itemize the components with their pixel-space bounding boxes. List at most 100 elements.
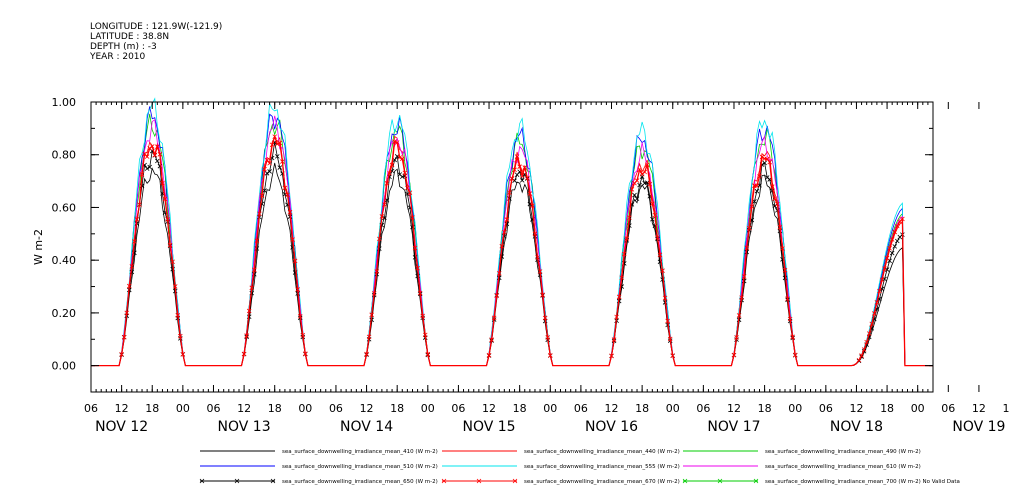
series-marker [864, 339, 869, 345]
series-marker [650, 216, 655, 222]
series-marker [872, 311, 877, 316]
series-marker [507, 190, 512, 195]
y-tick-label: 0.80 [52, 149, 77, 162]
series-marker [144, 154, 150, 159]
series-marker [374, 269, 380, 274]
series-marker [900, 216, 905, 222]
series-marker [764, 175, 770, 180]
x-tick-label: 18 [513, 402, 527, 415]
x-day-label: NOV 12 [95, 419, 148, 435]
series-marker [736, 313, 742, 318]
series-marker [405, 185, 410, 191]
series-marker [160, 180, 165, 186]
series-marker [152, 152, 158, 158]
series-marker [655, 235, 660, 240]
series-marker [147, 145, 152, 151]
series-marker [272, 134, 277, 139]
legend-label: sea_surface_downwelling_irradiance_mean_… [765, 449, 921, 455]
series-marker [657, 252, 663, 258]
series-marker [180, 351, 186, 357]
x-tick-label: 12 [972, 402, 986, 415]
series-marker [874, 300, 880, 305]
series-marker [547, 353, 553, 358]
series-marker [522, 165, 528, 170]
series-marker [772, 196, 778, 201]
series-marker [777, 225, 783, 230]
series-marker [292, 258, 298, 264]
series-marker [894, 223, 900, 229]
series-marker [869, 321, 875, 327]
series-marker [525, 175, 530, 181]
series-marker [170, 259, 175, 265]
series-marker [764, 156, 770, 162]
series-marker [394, 140, 400, 145]
series-marker [387, 170, 392, 176]
series-marker [616, 294, 622, 300]
series-marker [264, 171, 270, 176]
series-marker [417, 290, 423, 296]
x-tick-label: 06 [941, 402, 955, 415]
axis-layer: 0.00 0.20 0.40 0.60 0.80 1.00 W m-2 06 12 18 00 06 1… [32, 96, 1009, 435]
series-marker [644, 180, 650, 185]
plot-header: LONGITUDE : 121.9W(-121.9) LATITUDE : 38… [90, 22, 222, 62]
series-marker [119, 351, 124, 357]
series-marker [285, 192, 290, 198]
legend-label: sea_surface_downwelling_irradiance_mean_… [524, 464, 680, 470]
series-marker [244, 333, 249, 338]
series-marker [415, 265, 420, 271]
series-marker [739, 295, 744, 300]
x-tick-label: 18 [268, 402, 282, 415]
series-marker [282, 185, 288, 191]
series-marker [611, 337, 617, 342]
series-line [91, 115, 933, 366]
series-marker [861, 347, 867, 352]
x-tick-label: 18 [145, 402, 159, 415]
series-marker [619, 275, 624, 281]
legend-label: sea_surface_downwelling_irradiance_mean_… [765, 479, 960, 485]
series-marker [757, 174, 762, 179]
series-marker [407, 190, 413, 195]
series-marker [527, 191, 533, 196]
legend-label: sea_surface_downwelling_irradiance_mean_… [282, 449, 438, 455]
series-marker [274, 141, 280, 147]
series-marker [780, 246, 785, 251]
series-marker [792, 352, 798, 358]
series-marker [371, 291, 377, 296]
series-line [91, 142, 933, 366]
series-marker [545, 335, 551, 340]
series-marker [650, 201, 655, 207]
series-marker [392, 139, 397, 144]
x-day-label: NOV 18 [830, 419, 883, 435]
x-tick-label: 12 [849, 402, 863, 415]
latitude-label: LATITUDE : 38.8N [90, 32, 170, 42]
series-marker [394, 154, 400, 159]
series-marker [879, 277, 885, 283]
series-marker [252, 267, 257, 273]
series-marker [772, 203, 778, 209]
series-marker [540, 292, 545, 298]
series-marker [410, 215, 415, 220]
series-marker [665, 318, 670, 324]
series-marker [257, 211, 262, 217]
series-marker [267, 160, 272, 166]
series-marker [400, 174, 405, 180]
series-marker [660, 268, 665, 273]
x-tick-label: 12 [115, 402, 129, 415]
series-marker [502, 229, 507, 235]
series-marker [632, 192, 637, 198]
series-marker [412, 245, 418, 251]
series-marker [642, 169, 647, 175]
series-marker [254, 238, 260, 244]
y-axis-label: W m-2 [32, 229, 45, 265]
series-marker [277, 165, 283, 170]
legend-label: sea_surface_downwelling_irradiance_mean_… [524, 449, 680, 455]
x-tick-label: 06 [329, 402, 343, 415]
series-marker [532, 231, 538, 237]
legend-label: sea_surface_downwelling_irradiance_mean_… [765, 464, 921, 470]
series-marker [366, 334, 372, 340]
series-marker [519, 178, 525, 183]
series-marker [389, 162, 395, 168]
series-marker [652, 212, 658, 218]
series-line [91, 106, 933, 366]
